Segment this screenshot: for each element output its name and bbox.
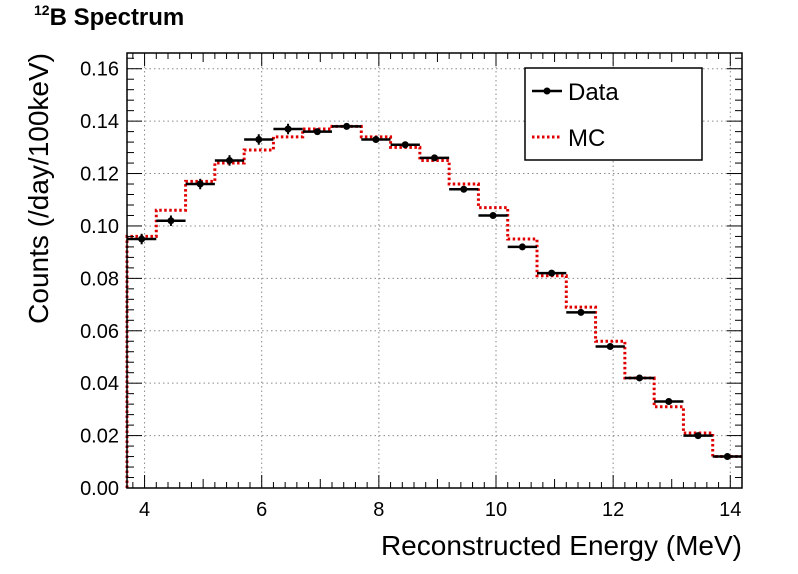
x-tick-label: 14	[719, 499, 741, 521]
data-point	[127, 233, 157, 245]
mc-step-line	[125, 124, 742, 488]
data-point	[654, 398, 684, 406]
data-marker	[723, 453, 731, 461]
data-marker	[138, 235, 146, 243]
data-point	[214, 155, 245, 166]
data-point	[390, 141, 420, 149]
data-marker	[548, 269, 556, 277]
plot-frame	[126, 52, 743, 489]
data-marker	[665, 398, 673, 406]
data-point	[478, 211, 508, 219]
data-point	[419, 154, 450, 162]
legend-item-data: Data	[532, 79, 619, 106]
data-marker	[636, 374, 643, 382]
legend-data-marker	[543, 87, 551, 95]
data-marker	[196, 180, 204, 188]
y-tick-label: 0.02	[80, 426, 119, 448]
data-marker	[372, 135, 380, 143]
legend-box	[524, 67, 703, 161]
data-point	[683, 432, 713, 440]
legend-label-data: Data	[568, 79, 619, 106]
data-point	[566, 308, 596, 316]
y-tick-label: 0.00	[80, 478, 119, 500]
data-marker	[460, 185, 468, 193]
y-tick-label: 0.16	[80, 59, 119, 81]
data-marker	[606, 342, 614, 350]
legend: Data MC	[524, 67, 703, 161]
chart-title: 12B Spectrum	[34, 2, 185, 32]
data-point	[449, 185, 479, 193]
data-marker	[401, 141, 409, 149]
grid-lines	[127, 53, 742, 488]
x-tick-labels: 4 6 8 10 12 14	[139, 499, 741, 521]
data-point	[507, 243, 537, 251]
data-point	[537, 269, 567, 277]
data-marker	[343, 122, 351, 130]
data-marker	[226, 156, 233, 164]
legend-item-mc: MC	[532, 125, 605, 152]
data-marker	[694, 432, 702, 440]
y-tick-label: 0.04	[80, 373, 119, 395]
data-marker	[489, 211, 497, 219]
y-axis-title: Counts (/day/100keV)	[23, 53, 54, 324]
y-tick-label: 0.12	[80, 164, 119, 186]
y-tick-label: 0.10	[80, 216, 119, 238]
data-marker	[313, 128, 321, 136]
data-point	[624, 374, 655, 382]
data-point	[332, 122, 362, 130]
x-tick-label: 8	[373, 499, 384, 521]
data-point	[361, 135, 391, 143]
data-marker	[577, 308, 585, 316]
y-tick-label: 0.06	[80, 321, 119, 343]
data-marker	[284, 125, 292, 133]
x-tick-label: 6	[256, 499, 267, 521]
data-point	[244, 134, 274, 145]
data-marker	[167, 217, 175, 225]
data-marker	[431, 154, 438, 162]
data-series	[127, 122, 742, 461]
data-point	[156, 215, 186, 226]
data-point	[302, 128, 332, 136]
x-tick-label: 12	[602, 499, 624, 521]
mc-series	[125, 124, 742, 488]
data-marker	[255, 135, 263, 143]
data-point	[595, 342, 625, 350]
title-superscript: 12	[34, 2, 50, 18]
x-axis-title: Reconstructed Energy (MeV)	[381, 530, 742, 561]
y-tick-labels: 0.00 0.02 0.04 0.06 0.08 0.10 0.12 0.14 0.16	[80, 59, 119, 500]
x-tick-label: 10	[485, 499, 507, 521]
data-marker	[518, 243, 526, 251]
data-point	[185, 178, 215, 190]
data-point	[273, 123, 303, 135]
axis-ticks	[127, 53, 743, 489]
y-tick-label: 0.14	[80, 111, 119, 133]
x-tick-label: 4	[139, 499, 150, 521]
legend-label-mc: MC	[568, 125, 605, 152]
y-tick-label: 0.08	[80, 268, 119, 290]
title-main: B Spectrum	[49, 4, 185, 31]
